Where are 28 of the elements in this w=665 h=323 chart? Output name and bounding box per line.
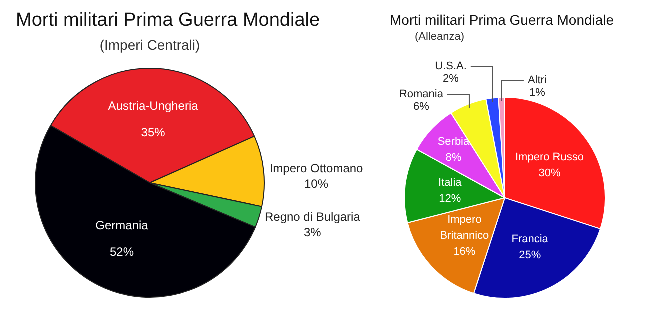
slice-label: Impero Britannico	[440, 214, 490, 242]
slice-label: Italia	[438, 177, 463, 190]
slice-label: Regno di Bulgaria	[264, 210, 361, 224]
data-label: 35%	[141, 126, 166, 140]
slice-label: Serbia	[438, 136, 470, 148]
data-label: 10%	[304, 177, 329, 192]
data-label: 30%	[538, 168, 561, 180]
chart-title: Morti militari Prima Guerra Mondiale	[16, 10, 320, 32]
data-label: 1%	[529, 87, 546, 100]
data-label: 25%	[519, 249, 542, 262]
data-label: 16%	[454, 246, 476, 258]
data-label: 6%	[414, 101, 430, 114]
slice-label: Austria-Ungheria	[108, 99, 199, 114]
data-label: 2%	[443, 73, 460, 86]
slice-label: Impero Ottomano	[270, 162, 364, 176]
slice-label: Impero Russo	[515, 152, 584, 164]
data-label: 12%	[439, 193, 462, 206]
slice-label: Francia	[512, 233, 550, 246]
slice-label: Germania	[96, 218, 149, 233]
slice-label: Romania	[399, 88, 444, 101]
data-label: 52%	[110, 244, 134, 259]
chart-subtitle: (Imperi Centrali)	[100, 37, 200, 53]
data-label: 3%	[304, 226, 322, 240]
slice-label: U.S.A.	[435, 60, 467, 73]
chart-title: Morti militari Prima Guerra Mondiale	[390, 12, 614, 28]
chart-subtitle: (Alleanza)	[415, 31, 465, 43]
data-label: 8%	[446, 152, 462, 164]
slice-label: Altri	[528, 74, 547, 87]
